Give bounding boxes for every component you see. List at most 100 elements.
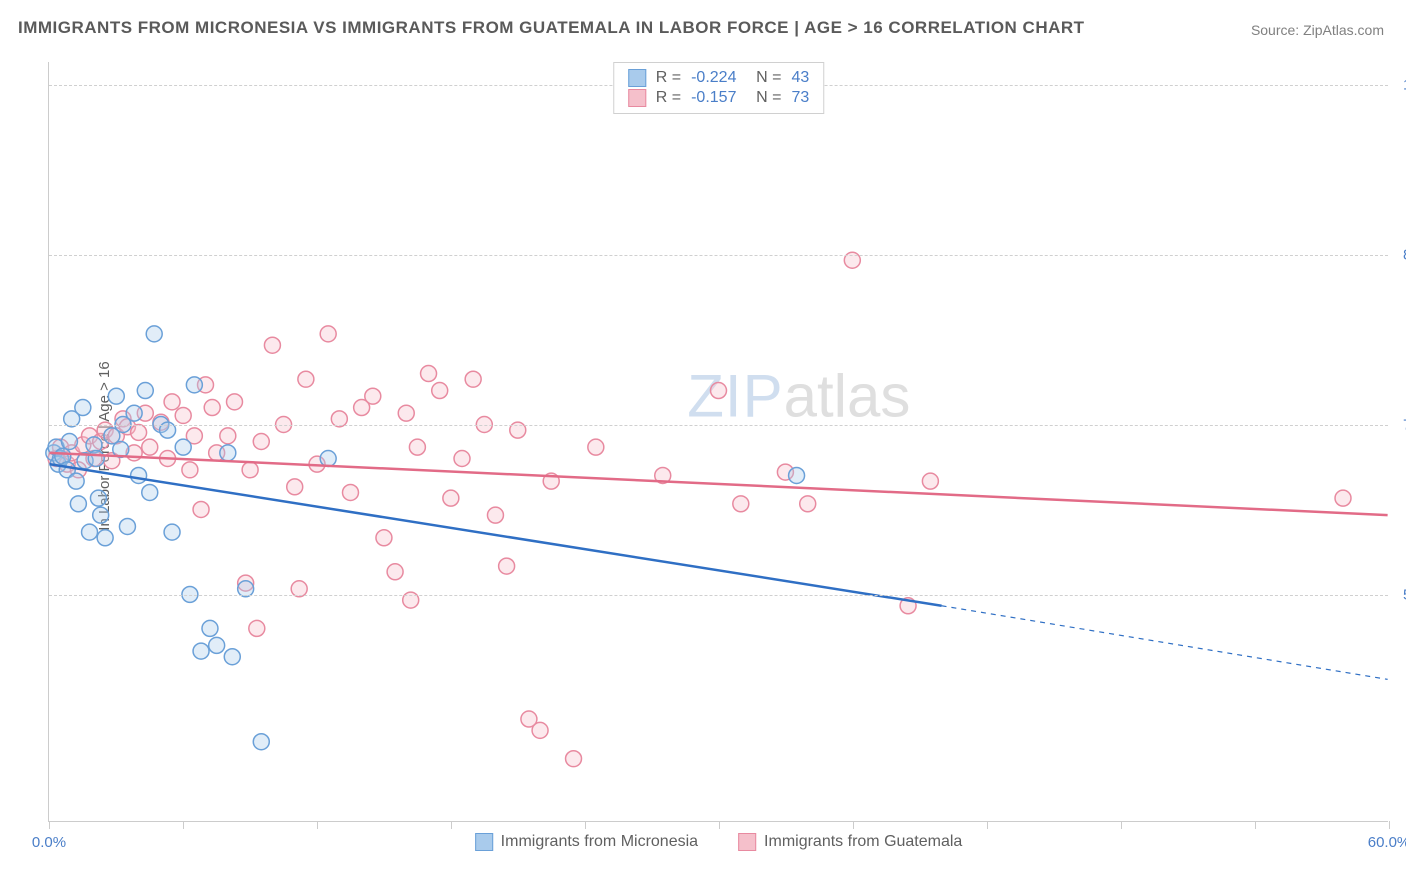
data-point-guatemala bbox=[454, 451, 470, 467]
data-point-guatemala bbox=[182, 462, 198, 478]
data-point-guatemala bbox=[264, 337, 280, 353]
legend-n-label: N = bbox=[756, 89, 781, 107]
data-point-guatemala bbox=[253, 434, 269, 450]
data-point-micronesia bbox=[82, 524, 98, 540]
data-point-guatemala bbox=[320, 326, 336, 342]
data-point-guatemala bbox=[164, 394, 180, 410]
x-tick bbox=[1121, 821, 1122, 829]
data-point-guatemala bbox=[487, 507, 503, 523]
data-point-guatemala bbox=[421, 366, 437, 382]
legend-r-value: -0.157 bbox=[691, 89, 746, 107]
chart-container: IMMIGRANTS FROM MICRONESIA VS IMMIGRANTS… bbox=[0, 0, 1406, 892]
data-point-guatemala bbox=[220, 428, 236, 444]
data-point-guatemala bbox=[432, 383, 448, 399]
data-point-guatemala bbox=[342, 484, 358, 500]
data-point-guatemala bbox=[387, 564, 403, 580]
data-point-micronesia bbox=[175, 439, 191, 455]
data-point-guatemala bbox=[287, 479, 303, 495]
data-point-guatemala bbox=[142, 439, 158, 455]
legend-series-label: Immigrants from Micronesia bbox=[501, 833, 698, 851]
data-point-guatemala bbox=[733, 496, 749, 512]
legend-top-row: R =-0.224N =43 bbox=[628, 69, 809, 87]
x-tick bbox=[585, 821, 586, 829]
x-tick bbox=[1389, 821, 1390, 829]
data-point-micronesia bbox=[789, 467, 805, 483]
x-tick-label: 0.0% bbox=[32, 834, 66, 851]
data-point-micronesia bbox=[75, 400, 91, 416]
data-point-guatemala bbox=[409, 439, 425, 455]
data-point-guatemala bbox=[398, 405, 414, 421]
legend-r-label: R = bbox=[656, 89, 681, 107]
x-tick bbox=[853, 821, 854, 829]
legend-bottom-item: Immigrants from Guatemala bbox=[738, 833, 962, 851]
data-point-guatemala bbox=[298, 371, 314, 387]
chart-title: IMMIGRANTS FROM MICRONESIA VS IMMIGRANTS… bbox=[18, 18, 1085, 38]
data-point-micronesia bbox=[61, 434, 77, 450]
trend-line-guatemala bbox=[49, 453, 1387, 515]
y-tick-label: 70.0% bbox=[1393, 416, 1406, 433]
data-point-micronesia bbox=[93, 507, 109, 523]
data-point-micronesia bbox=[320, 451, 336, 467]
data-point-guatemala bbox=[242, 462, 258, 478]
legend-top: R =-0.224N =43R =-0.157N =73 bbox=[613, 62, 824, 114]
legend-swatch bbox=[475, 833, 493, 851]
data-point-micronesia bbox=[119, 518, 135, 534]
legend-r-label: R = bbox=[656, 69, 681, 87]
chart-svg bbox=[49, 62, 1388, 821]
data-point-micronesia bbox=[90, 490, 106, 506]
data-point-micronesia bbox=[186, 377, 202, 393]
data-point-guatemala bbox=[227, 394, 243, 410]
data-point-micronesia bbox=[253, 734, 269, 750]
data-point-guatemala bbox=[566, 751, 582, 767]
data-point-guatemala bbox=[532, 722, 548, 738]
legend-n-value: 43 bbox=[791, 69, 809, 87]
legend-n-value: 73 bbox=[791, 89, 809, 107]
data-point-guatemala bbox=[249, 620, 265, 636]
data-point-guatemala bbox=[588, 439, 604, 455]
data-point-micronesia bbox=[68, 473, 84, 489]
data-point-guatemala bbox=[1335, 490, 1351, 506]
data-point-micronesia bbox=[193, 643, 209, 659]
data-point-guatemala bbox=[465, 371, 481, 387]
data-point-guatemala bbox=[800, 496, 816, 512]
data-point-micronesia bbox=[164, 524, 180, 540]
data-point-guatemala bbox=[376, 530, 392, 546]
x-tick bbox=[719, 821, 720, 829]
x-tick bbox=[49, 821, 50, 829]
legend-swatch bbox=[628, 69, 646, 87]
x-tick bbox=[183, 821, 184, 829]
data-point-micronesia bbox=[146, 326, 162, 342]
data-point-micronesia bbox=[209, 637, 225, 653]
gridline-h bbox=[49, 595, 1388, 596]
y-tick-label: 100.0% bbox=[1393, 76, 1406, 93]
data-point-guatemala bbox=[443, 490, 459, 506]
gridline-h bbox=[49, 425, 1388, 426]
source-label: Source: ZipAtlas.com bbox=[1251, 22, 1384, 38]
x-tick-label: 60.0% bbox=[1368, 834, 1406, 851]
data-point-micronesia bbox=[202, 620, 218, 636]
data-point-guatemala bbox=[365, 388, 381, 404]
data-point-micronesia bbox=[88, 451, 104, 467]
data-point-guatemala bbox=[175, 407, 191, 423]
legend-series-label: Immigrants from Guatemala bbox=[764, 833, 962, 851]
data-point-guatemala bbox=[922, 473, 938, 489]
y-tick-label: 85.0% bbox=[1393, 246, 1406, 263]
legend-top-row: R = -0.157 N = 73 bbox=[628, 89, 809, 107]
legend-swatch bbox=[738, 833, 756, 851]
legend-n-label: N = bbox=[756, 69, 781, 87]
x-tick bbox=[451, 821, 452, 829]
data-point-micronesia bbox=[97, 530, 113, 546]
data-point-micronesia bbox=[108, 388, 124, 404]
y-tick-label: 55.0% bbox=[1393, 587, 1406, 604]
trend-line-micronesia bbox=[49, 464, 941, 606]
data-point-micronesia bbox=[70, 496, 86, 512]
data-point-micronesia bbox=[220, 445, 236, 461]
x-tick bbox=[987, 821, 988, 829]
legend-bottom: Immigrants from Micronesia Immigrants fro… bbox=[475, 833, 963, 851]
data-point-guatemala bbox=[499, 558, 515, 574]
data-point-micronesia bbox=[131, 467, 147, 483]
x-tick bbox=[1255, 821, 1256, 829]
data-point-guatemala bbox=[131, 424, 147, 440]
data-point-guatemala bbox=[193, 501, 209, 517]
legend-bottom-item: Immigrants from Micronesia bbox=[475, 833, 698, 851]
